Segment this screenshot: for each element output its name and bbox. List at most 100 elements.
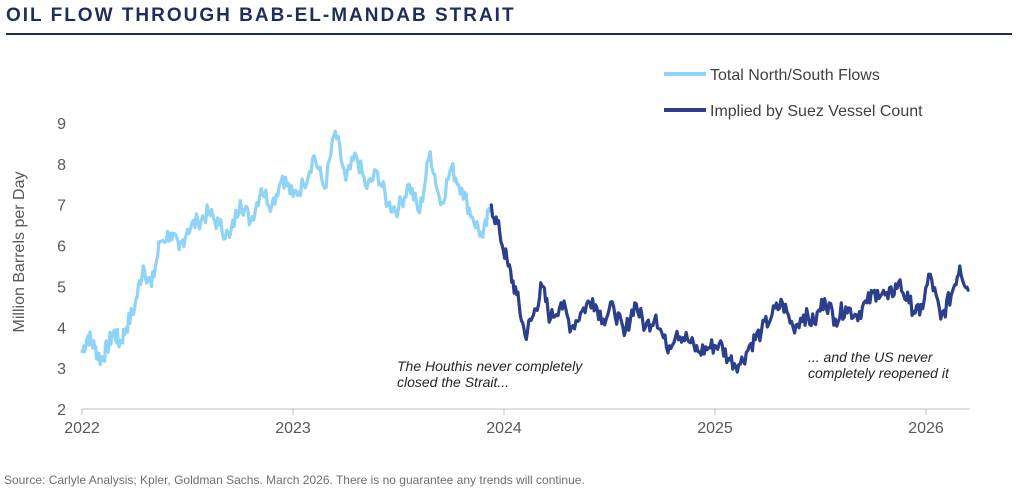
series-implied-suez-vessel-count-point (559, 301, 563, 305)
series-total-north-south-flows-point (105, 346, 109, 350)
series-total-north-south-flows-point (118, 342, 122, 345)
x-tick-label: 2024 (486, 420, 522, 437)
series-implied-suez-vessel-count-point (844, 305, 848, 309)
series-total-north-south-flows-point (133, 305, 137, 309)
series-implied-suez-vessel-count-point (549, 317, 552, 321)
series-total-north-south-flows-point (302, 182, 305, 186)
series-implied-suez-vessel-count-point (802, 313, 805, 317)
series-implied-suez-vessel-count-point (515, 293, 519, 296)
series-implied-suez-vessel-count-point (665, 346, 668, 350)
y-tick-label: 3 (57, 361, 66, 378)
series-implied-suez-vessel-count-point (489, 203, 493, 207)
annotation-us-line-2: completely reopened it (808, 365, 950, 381)
series-implied-suez-vessel-count-point (865, 301, 869, 305)
series-implied-suez-vessel-count-point (612, 305, 616, 309)
series-implied-suez-vessel-count-point (939, 317, 943, 321)
series-total-north-south-flows-point (150, 285, 154, 288)
series-total-north-south-flows-point (124, 325, 128, 329)
series-implied-suez-vessel-count-point (770, 313, 774, 317)
series-implied-suez-vessel-count-point (833, 317, 837, 321)
series-implied-suez-vessel-count-point (540, 285, 544, 288)
series-implied-suez-vessel-count-point (928, 272, 932, 276)
series-implied-suez-vessel-count-point (498, 231, 502, 235)
series-implied-suez-vessel-count-point (707, 346, 711, 350)
series-total-north-south-flows-point (291, 195, 295, 198)
series-implied-suez-vessel-count-point (717, 342, 721, 345)
y-tick-label: 8 (57, 157, 66, 174)
y-tick-label: 2 (57, 402, 66, 419)
series-total-north-south-flows-point (186, 227, 189, 231)
series-total-north-south-flows-point (99, 358, 103, 362)
series-implied-suez-vessel-count-point (654, 313, 658, 317)
series-implied-suez-vessel-count-point (644, 325, 647, 329)
series-total-north-south-flows-point (158, 240, 162, 243)
series-implied-suez-vessel-count-point (601, 317, 605, 321)
series-implied-suez-vessel-count-point (675, 330, 679, 333)
series-implied-suez-vessel-count-point (506, 264, 510, 268)
y-axis-label: Million Barrels per Day (11, 172, 28, 333)
series-implied-suez-vessel-count-point (570, 325, 573, 329)
series-implied-suez-vessel-count-point (823, 297, 827, 301)
series-total-north-south-flows-point (344, 178, 348, 182)
series-group (80, 129, 970, 374)
series-total-north-south-flows-point (312, 154, 316, 158)
annotation-us-line-1: ... and the US never (808, 349, 934, 365)
series-implied-suez-vessel-count-point (812, 321, 816, 325)
series-implied-suez-vessel-count-point (897, 280, 900, 284)
series-total-north-south-flows-point (217, 223, 221, 227)
series-total-north-south-flows-point (112, 330, 116, 333)
y-tick-label: 9 (57, 116, 66, 133)
x-tick-label: 2026 (908, 420, 944, 437)
x-tick-label: 2025 (697, 420, 733, 437)
legend: Total North/South Flows Implied by Suez … (664, 67, 923, 120)
title-underline (6, 33, 1012, 35)
series-total-north-south-flows-point (354, 154, 358, 158)
series-implied-suez-vessel-count-point (855, 313, 858, 317)
series-total-north-south-flows-point (228, 236, 232, 239)
series-implied-suez-vessel-count-point (907, 301, 911, 305)
chart-title: OIL FLOW THROUGH BAB-EL-MANDAB STRAIT (6, 5, 516, 26)
series-implied-suez-vessel-count-point (633, 301, 637, 305)
series-total-north-south-flows-point (418, 211, 421, 215)
series-total-north-south-flows-point (323, 187, 327, 190)
series-total-north-south-flows-point (428, 150, 432, 154)
series-total-north-south-flows-point (481, 236, 485, 239)
x-tick-group: 2022 2023 2024 2025 2026 (64, 409, 944, 437)
series-implied-suez-vessel-count-point (696, 350, 700, 354)
series-total-north-south-flows-point (270, 203, 274, 207)
x-tick-label: 2022 (64, 420, 100, 437)
series-implied-suez-vessel-count-point (876, 289, 879, 292)
series-total-north-south-flows-point (141, 264, 145, 268)
series-total-north-south-flows-point (238, 199, 242, 203)
annotation-us: ... and the US never completely reopened… (808, 349, 950, 381)
series-total-north-south-flows-point (259, 187, 263, 190)
series-implied-suez-vessel-count (489, 204, 970, 374)
series-implied-suez-vessel-count-point (958, 264, 962, 268)
series-implied-suez-vessel-count-point (749, 342, 753, 345)
annotation-houthis: The Houthis never completely closed the … (397, 358, 583, 390)
series-total-north-south-flows-point (333, 129, 337, 133)
series-implied-suez-vessel-count-point (738, 362, 742, 366)
series-total-north-south-flows-point (449, 166, 453, 170)
series-implied-suez-vessel-count-point (918, 313, 922, 317)
series-implied-suez-vessel-count-point (760, 330, 763, 333)
series-implied-suez-vessel-count-point (728, 358, 732, 362)
series-total-north-south-flows-point (93, 346, 97, 350)
series-implied-suez-vessel-count-point (523, 334, 527, 337)
series-implied-suez-vessel-count-point (532, 313, 535, 317)
series-total-north-south-flows-point (460, 187, 464, 190)
line-chart: 2022 2023 2024 2025 2026 2 3 4 5 6 7 8 9 Million Ba… (11, 67, 970, 437)
series-total-north-south-flows-point (407, 182, 411, 186)
y-tick-label: 4 (57, 320, 66, 337)
y-tick-label: 6 (57, 239, 66, 256)
series-total-north-south-flows-point (169, 231, 173, 235)
series-total-north-south-flows-point (196, 219, 200, 223)
annotation-houthis-line-1: The Houthis never completely (397, 358, 583, 374)
series-total-north-south-flows-point (207, 211, 211, 215)
legend-label-implied-suez: Implied by Suez Vessel Count (710, 103, 923, 120)
series-total-north-south-flows-point (365, 187, 369, 190)
annotation-houthis-line-2: closed the Strait... (397, 374, 509, 390)
series-implied-suez-vessel-count-point (886, 297, 890, 301)
series-implied-suez-vessel-count-point (781, 301, 784, 305)
series-total-north-south-flows-point (386, 203, 390, 207)
